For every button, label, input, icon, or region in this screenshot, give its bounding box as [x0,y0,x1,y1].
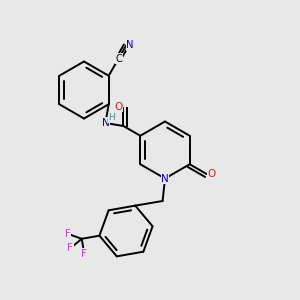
Text: C: C [116,54,122,64]
Text: N: N [102,118,109,128]
Text: N: N [161,173,169,184]
Text: N: N [126,40,134,50]
Text: F: F [81,249,87,259]
Text: O: O [114,101,122,112]
Text: H: H [108,113,115,122]
Text: F: F [65,229,70,239]
Text: F: F [67,244,73,254]
Text: O: O [207,169,215,179]
